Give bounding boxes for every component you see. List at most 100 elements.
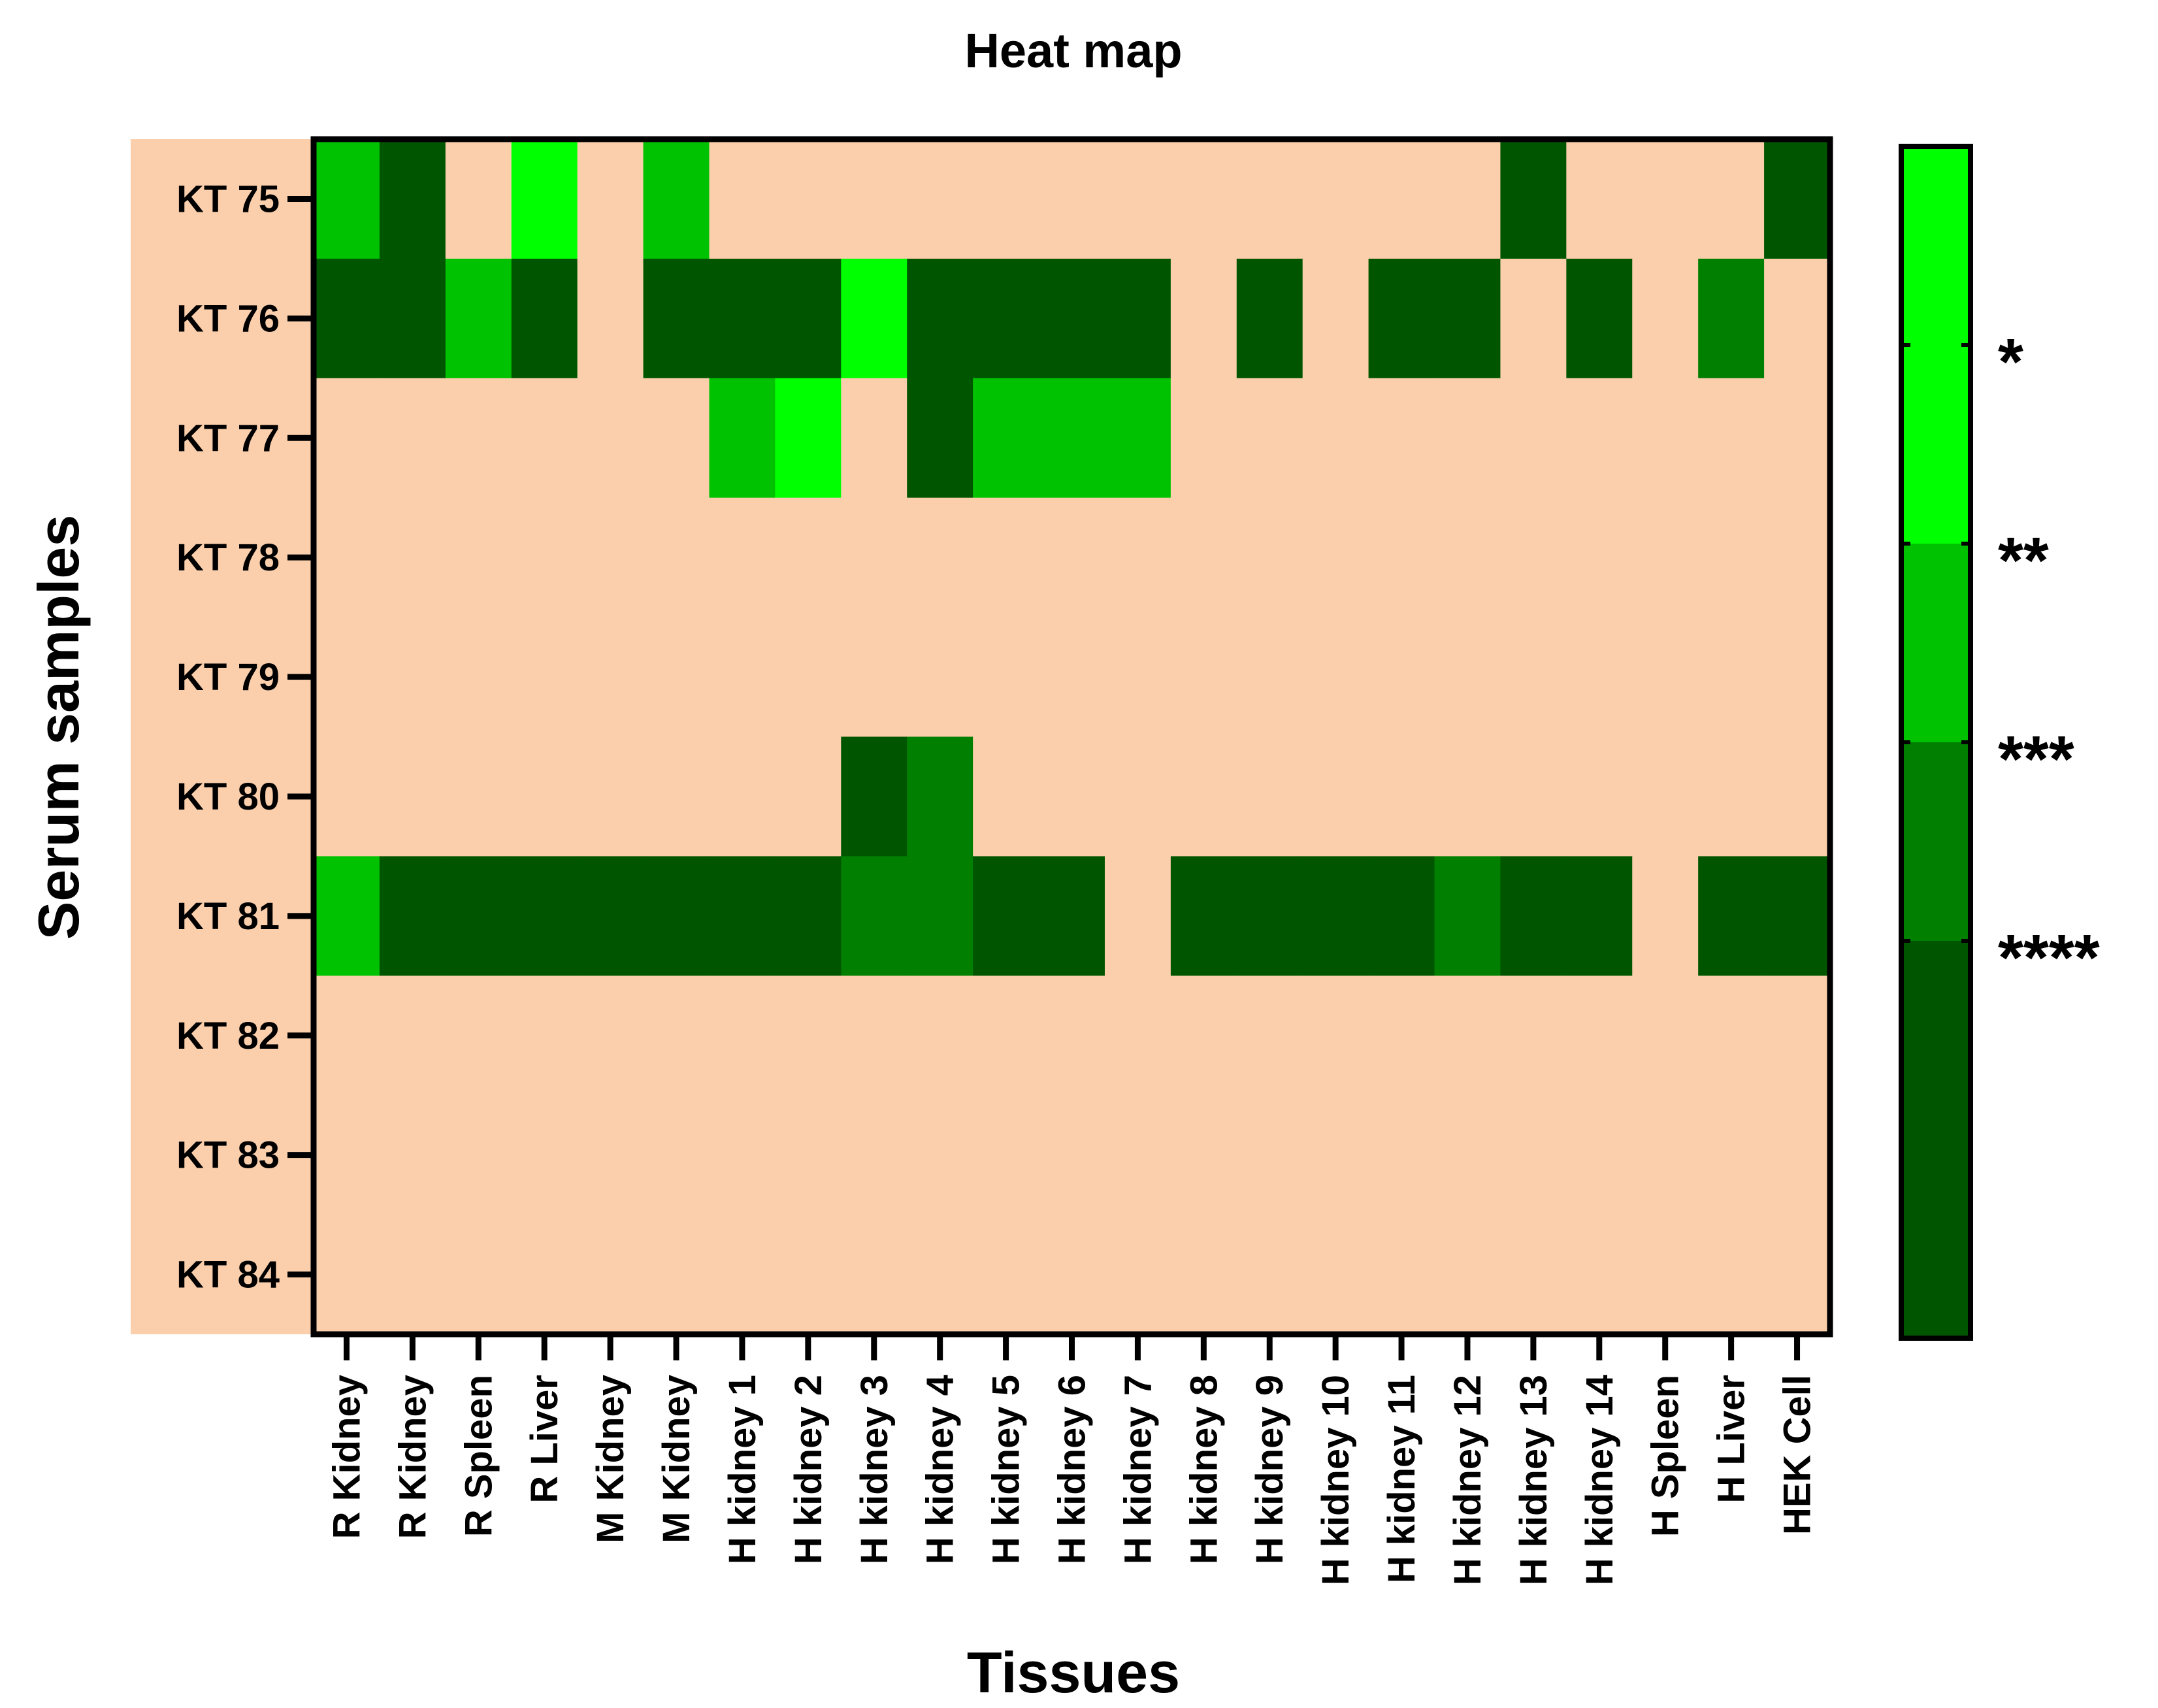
heatmap-cell [709, 139, 776, 259]
heatmap-cell [314, 617, 380, 738]
heatmap-cell [1764, 1215, 1831, 1335]
heatmap-cell [1170, 258, 1237, 379]
heatmap-cell [1434, 736, 1501, 857]
x-tick-label: M Kidney [655, 1375, 698, 1543]
heatmap-cell [314, 976, 380, 1096]
heatmap-cell [577, 1215, 644, 1335]
y-tick-label: KT 83 [176, 1134, 280, 1177]
heatmap-cell [973, 856, 1039, 976]
heatmap-cell [1566, 378, 1633, 499]
heatmap-cell [314, 1095, 380, 1215]
heatmap-cell [1632, 378, 1699, 499]
heatmap-cell [643, 497, 710, 618]
heatmap-cell [643, 1215, 710, 1335]
heatmap-cell [511, 258, 578, 379]
heatmap-cell [314, 378, 380, 499]
heatmap-cell [1368, 497, 1435, 618]
heatmap-cell [1632, 1215, 1699, 1335]
heatmap-cell [577, 139, 644, 259]
heatmap-cell [577, 856, 644, 976]
heatmap-cell [1500, 497, 1567, 618]
heatmap-cell [1698, 258, 1765, 379]
heatmap-cell [379, 1215, 446, 1335]
heatmap-cell [445, 617, 512, 738]
heatmap-cell [1434, 617, 1501, 738]
heatmap-cell [1170, 736, 1237, 857]
x-tick-label: H kidney 4 [919, 1375, 962, 1564]
heatmap-cell [445, 736, 512, 857]
heatmap-cell [1566, 1215, 1633, 1335]
heatmap-cell [1698, 1215, 1765, 1335]
heatmap-cell [775, 976, 842, 1096]
heatmap-cell [1632, 736, 1699, 857]
heatmap-cell [1698, 736, 1765, 857]
heatmap-cell [1500, 617, 1567, 738]
heatmap-cell [1698, 1095, 1765, 1215]
heatmap-cell [1170, 856, 1237, 976]
x-tick-label: R Kidney [325, 1375, 368, 1539]
heatmap-cell [1170, 1215, 1237, 1335]
heatmap-cell [379, 139, 446, 259]
heatmap-cell [1302, 378, 1369, 499]
heatmap-cell [1434, 1095, 1501, 1215]
heatmap-cell [314, 736, 380, 857]
heatmap-cell [1764, 976, 1831, 1096]
heatmap-cell [1632, 497, 1699, 618]
heatmap-cell [1368, 139, 1435, 259]
heatmap-cell [907, 378, 973, 499]
y-tick-label: KT 80 [176, 776, 280, 818]
legend-swatch [1901, 544, 1970, 743]
heatmap-cell [643, 976, 710, 1096]
heatmap-cell [1302, 736, 1369, 857]
heatmap-cell [1302, 856, 1369, 976]
heatmap-cell [1764, 1095, 1831, 1215]
heatmap-cell [1434, 1215, 1501, 1335]
heatmap-cell [1039, 378, 1105, 499]
heatmap-cell [445, 378, 512, 499]
x-tick-label: H Liver [1710, 1375, 1753, 1503]
heatmap-cell [1302, 976, 1369, 1096]
heatmap-cell [1170, 617, 1237, 738]
heatmap-cell [445, 1215, 512, 1335]
heatmap-cell [1632, 258, 1699, 379]
x-tick-label: H kidney 12 [1447, 1375, 1489, 1585]
x-tick-label: H kidney 9 [1249, 1375, 1291, 1564]
heatmap-cell [973, 617, 1039, 738]
heatmap-cell [841, 736, 907, 857]
heatmap-cell [1632, 617, 1699, 738]
heatmap-cell [1104, 1095, 1171, 1215]
x-tick-label: H kidney 6 [1051, 1375, 1094, 1564]
heatmap-cell [1566, 976, 1633, 1096]
heatmap-cell [1039, 139, 1105, 259]
heatmap-cell [379, 1095, 446, 1215]
heatmap-cell [379, 378, 446, 499]
heatmap-cell [643, 856, 710, 976]
heatmap-cell [1764, 617, 1831, 738]
heatmap-cell [379, 856, 446, 976]
heatmap-cell [1764, 258, 1831, 379]
heatmap-cell [1104, 258, 1171, 379]
heatmap-cell [841, 378, 907, 499]
heatmap-cell [1039, 976, 1105, 1096]
heatmap-cell [1170, 497, 1237, 618]
heatmap-cell [709, 1215, 776, 1335]
heatmap-cell [379, 736, 446, 857]
heatmap-cell [1104, 736, 1171, 857]
heatmap-cell [1170, 378, 1237, 499]
heatmap-cell [1368, 1215, 1435, 1335]
x-tick-label: H kidney 14 [1578, 1375, 1621, 1585]
heatmap-cell [577, 736, 644, 857]
heatmap-cell [511, 497, 578, 618]
heatmap-cell [1434, 497, 1501, 618]
heatmap-cell [973, 976, 1039, 1096]
heatmap-cell [907, 497, 973, 618]
legend-swatch [1901, 742, 1970, 942]
x-tick-label: R Spleen [457, 1375, 500, 1537]
heatmap-cell [1434, 378, 1501, 499]
heatmap-cell [841, 139, 907, 259]
legend-label: **** [1998, 921, 2100, 994]
heatmap-cell [1104, 1215, 1171, 1335]
heatmap-cell [973, 1215, 1039, 1335]
heatmap-cell [709, 497, 776, 618]
